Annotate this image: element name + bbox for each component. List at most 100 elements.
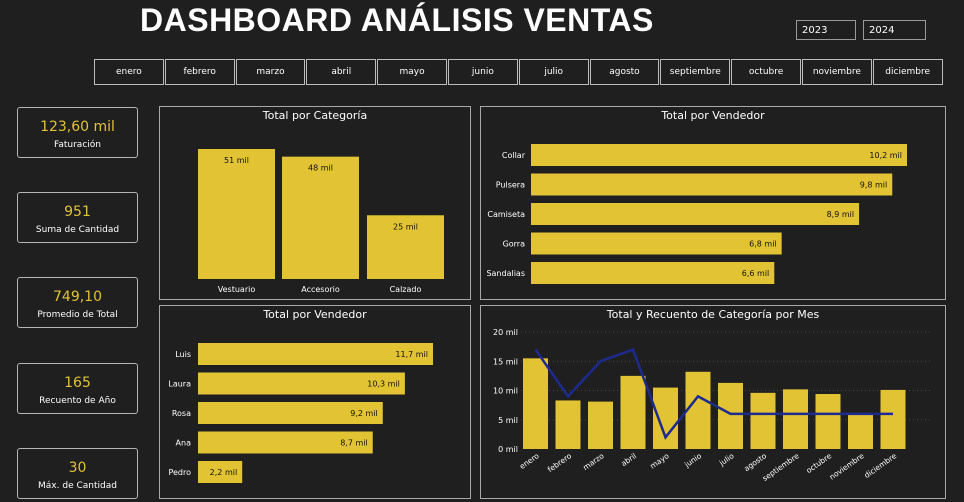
- category-label: Vestuario: [218, 285, 256, 294]
- kpi-value: 123,60 mil: [40, 119, 115, 135]
- data-label: 8,7 mil: [340, 439, 368, 448]
- bar: [198, 149, 275, 279]
- data-label: 10,3 mil: [367, 380, 400, 389]
- x-tick-label: febrero: [546, 451, 574, 474]
- month-button-octubre[interactable]: octubre: [731, 59, 801, 85]
- category-label: Accesorio: [301, 285, 340, 294]
- bar: [653, 387, 678, 449]
- data-label: 8,9 mil: [827, 210, 855, 219]
- bar: [198, 461, 243, 483]
- bar: [523, 358, 548, 449]
- month-button-febrero[interactable]: febrero: [164, 59, 235, 85]
- month-button-septiembre[interactable]: septiembre: [660, 59, 731, 85]
- bar: [198, 402, 383, 424]
- month-button-marzo[interactable]: marzo: [235, 59, 306, 85]
- bar: [531, 203, 860, 225]
- data-label: 9,8 mil: [860, 181, 888, 190]
- y-tick-label: 0 mil: [498, 445, 518, 454]
- category-label: Camiseta: [487, 210, 525, 219]
- month-button-abril[interactable]: abril: [306, 59, 377, 85]
- kpi-card-recuento-ano: 165 Recuento de Año: [17, 363, 138, 414]
- bar: [555, 400, 581, 449]
- bar: [531, 144, 907, 166]
- month-button-enero[interactable]: enero: [94, 59, 164, 85]
- data-label: 6,8 mil: [749, 240, 777, 249]
- year-filter-2023[interactable]: 2023: [796, 20, 856, 40]
- bar: [815, 394, 841, 449]
- x-tick-label: abril: [619, 451, 638, 468]
- kpi-value: 749,10: [53, 289, 102, 305]
- x-tick-label: julio: [717, 451, 736, 468]
- bar: [880, 389, 906, 449]
- bar: [198, 343, 433, 365]
- kpi-card-promedio-total: 749,10 Promedio de Total: [17, 277, 138, 328]
- category-label: Calzado: [390, 285, 422, 294]
- year-filter-2024[interactable]: 2024: [863, 20, 926, 40]
- category-label: Ana: [176, 439, 192, 448]
- chart-total-por-categoria: Total por Categoría 51 mil Vestuario 48 mi…: [159, 106, 471, 300]
- kpi-value: 951: [64, 204, 91, 220]
- y-tick-label: 5 mil: [498, 416, 518, 425]
- bar: [531, 173, 893, 196]
- month-button-noviembre[interactable]: noviembre: [801, 59, 872, 85]
- category-label: Pulsera: [496, 181, 525, 190]
- dashboard-title: DASHBOARD ANÁLISIS VENTAS: [140, 2, 654, 38]
- y-tick-label: 20 mil: [493, 328, 518, 337]
- kpi-card-faturacion: 123,60 mil Faturación: [17, 107, 138, 158]
- month-button-junio[interactable]: junio: [447, 59, 518, 85]
- x-tick-label: octubre: [804, 451, 833, 475]
- bar: [531, 262, 775, 284]
- bar: [282, 156, 359, 279]
- bar: [531, 232, 782, 255]
- kpi-card-max-cantidad: 30 Máx. de Cantidad: [17, 448, 138, 499]
- x-tick-label: septiembre: [761, 451, 801, 483]
- month-button-diciembre[interactable]: diciembre: [872, 59, 943, 85]
- category-label: Rosa: [172, 409, 191, 418]
- kpi-label: Máx. de Cantidad: [38, 481, 117, 491]
- kpi-label: Faturación: [54, 140, 101, 150]
- category-label: Luis: [175, 350, 191, 359]
- x-tick-label: mayo: [648, 451, 671, 471]
- bar: [588, 401, 613, 449]
- x-tick-label: marzo: [581, 451, 606, 472]
- data-label: 6,6 mil: [742, 269, 770, 278]
- chart-total-por-vendedor: Total por Vendedor 11,7 mil Luis 10,3 mil L…: [159, 305, 471, 499]
- category-label: Laura: [168, 380, 191, 389]
- x-tick-label: junio: [682, 451, 703, 470]
- x-tick-label: enero: [518, 451, 541, 471]
- month-button-julio[interactable]: julio: [518, 59, 589, 85]
- data-label: 11,7 mil: [395, 350, 428, 359]
- month-button-agosto[interactable]: agosto: [589, 59, 660, 85]
- bar: [718, 382, 743, 449]
- data-label: 25 mil: [393, 222, 418, 231]
- x-tick-label: noviembre: [828, 451, 866, 482]
- chart-title: Total por Vendedor: [263, 308, 367, 321]
- bar: [367, 215, 444, 279]
- category-label: Collar: [502, 151, 526, 160]
- bar: [198, 431, 373, 454]
- series-line: [534, 347, 893, 440]
- x-tick-label: agosto: [742, 451, 768, 473]
- chart-title: Total por Categoría: [262, 109, 368, 122]
- chart-total-por-vendedor-producto: Total por Vendedor 10,2 mil Collar 9,8 mil…: [480, 106, 946, 300]
- chart-title: Total por Vendedor: [661, 109, 765, 122]
- month-slicer: enero febrero marzo abril mayo junio jul…: [94, 59, 943, 85]
- data-label: 10,2 mil: [869, 151, 902, 160]
- bar: [848, 413, 873, 449]
- y-tick-label: 10 mil: [493, 387, 518, 396]
- data-label: 2,2 mil: [210, 468, 238, 477]
- bar: [620, 375, 646, 449]
- chart-total-recuento-por-mes: Total y Recuento de Categoría por Mes 0 …: [480, 305, 946, 499]
- kpi-label: Recuento de Año: [39, 396, 116, 406]
- bar: [750, 392, 776, 449]
- kpi-label: Suma de Cantidad: [35, 225, 120, 235]
- bar: [685, 371, 711, 449]
- x-tick-label: diciembre: [862, 451, 898, 480]
- category-label: Pedro: [168, 468, 191, 477]
- data-label: 9,2 mil: [350, 409, 378, 418]
- y-tick-label: 15 mil: [493, 357, 518, 366]
- category-label: Gorra: [503, 240, 526, 249]
- data-label: 51 mil: [224, 156, 249, 165]
- category-label: Sandalias: [486, 269, 525, 278]
- month-button-mayo[interactable]: mayo: [377, 59, 447, 85]
